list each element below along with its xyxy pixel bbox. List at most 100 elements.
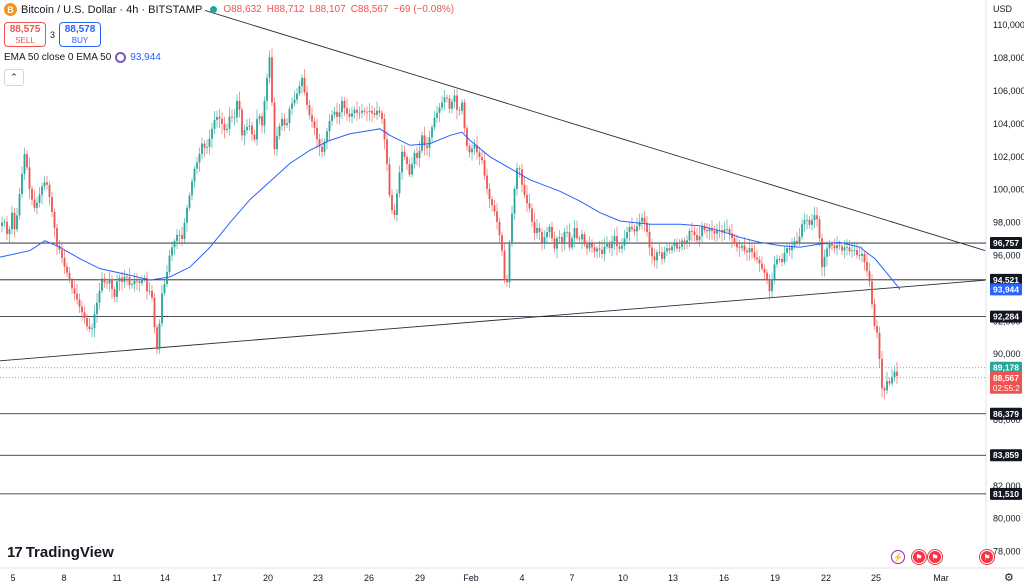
x-tick-label: 11 <box>112 573 121 583</box>
candle-body <box>258 116 261 119</box>
price-label: 94,521 <box>993 275 1019 285</box>
candle-body <box>621 245 623 249</box>
candle-body <box>558 237 561 239</box>
candle-body <box>251 125 253 135</box>
candle-body <box>531 208 533 222</box>
candle-body <box>773 264 776 280</box>
sell-button[interactable]: 88,575 SELL <box>4 22 46 47</box>
candle-body <box>626 232 628 239</box>
candle-body <box>823 256 826 268</box>
candle-body <box>291 103 293 109</box>
buy-button[interactable]: 88,578 BUY <box>59 22 102 47</box>
candle-body <box>698 236 701 241</box>
price-label-box <box>990 273 1022 286</box>
candle-body <box>488 188 491 200</box>
event-flash-icon[interactable]: ⚡ <box>891 550 905 564</box>
candle-body <box>796 241 798 244</box>
candle-body <box>778 258 781 260</box>
candle-body <box>336 111 338 117</box>
candle-body <box>33 199 36 208</box>
candle-body <box>101 278 103 291</box>
countdown-label: 02:55:2 <box>993 384 1020 393</box>
event-us-flag-icon[interactable]: ⚑ <box>980 550 994 564</box>
candle-body <box>398 172 401 194</box>
candle-body <box>763 268 766 273</box>
candle-body <box>753 252 756 258</box>
candle-body <box>61 249 63 258</box>
candle-body <box>443 97 446 103</box>
price-label-box <box>990 237 1022 250</box>
candle-body <box>593 247 596 252</box>
candle-body <box>546 232 548 238</box>
ohlc-change: −69 (−0.08%) <box>393 4 455 15</box>
candle-body <box>568 232 571 248</box>
candle-body <box>186 207 188 223</box>
candle-body <box>88 326 91 329</box>
candle-body <box>436 112 438 118</box>
candle-body <box>446 97 448 99</box>
candle-body <box>276 135 278 150</box>
candle-body <box>468 146 471 153</box>
candle-body <box>158 323 161 350</box>
candle-body <box>376 110 378 115</box>
candle-body <box>1 222 3 226</box>
candle-body <box>28 167 31 189</box>
candle-body <box>63 257 66 267</box>
candle-body <box>828 243 831 249</box>
price-label: 96,757 <box>993 238 1019 248</box>
candle-body <box>293 99 296 104</box>
candle-body <box>491 199 493 206</box>
gear-icon[interactable]: ⚙ <box>1004 572 1014 584</box>
candle-body <box>68 272 71 281</box>
candle-body <box>441 102 443 108</box>
collapse-legend-button[interactable]: ⌃ <box>4 69 24 86</box>
candle-body <box>851 250 853 252</box>
x-tick-label: 16 <box>719 573 729 583</box>
candle-body <box>628 226 631 233</box>
candle-body <box>116 281 118 297</box>
candle-body <box>638 221 641 227</box>
candle-body <box>103 278 106 283</box>
candle-body <box>686 240 688 243</box>
candle-body <box>393 210 396 215</box>
symbol-title[interactable]: Bitcoin / U.S. Dollar · 4h · BITSTAMP <box>21 3 203 16</box>
candle-body <box>448 98 451 109</box>
candle-body <box>426 145 428 148</box>
candle-body <box>693 231 696 236</box>
candle-body <box>163 284 166 294</box>
candle-body <box>328 121 331 132</box>
candle-body <box>146 277 148 292</box>
candle-body <box>538 227 541 233</box>
candle-body <box>86 318 88 327</box>
candle-body <box>771 279 773 292</box>
candle-body <box>591 243 593 248</box>
candle-body <box>456 95 458 110</box>
candle-body <box>496 211 498 222</box>
candle-body <box>273 102 276 150</box>
candle-body <box>678 246 681 249</box>
candle-body <box>91 327 93 329</box>
loading-icon <box>115 52 127 63</box>
candle-body <box>458 109 461 111</box>
candle-body <box>661 252 663 259</box>
candle-body <box>683 240 686 243</box>
candle-body <box>243 130 246 136</box>
candle-body <box>563 232 566 243</box>
candle-body <box>848 247 851 252</box>
candle-body <box>701 225 703 237</box>
tradingview-logo[interactable]: 17 TradingView <box>7 544 114 561</box>
candle-body <box>438 107 441 113</box>
indicator-legend[interactable]: EMA 50 close 0 EMA 50 93,944 <box>4 52 161 63</box>
candle-body <box>471 148 473 153</box>
y-tick-label: 102,000 <box>993 152 1024 162</box>
candle-body <box>586 244 588 249</box>
event-us-flag-icon[interactable]: ⚑ <box>912 550 926 564</box>
event-us-flag-icon[interactable]: ⚑ <box>928 550 942 564</box>
candle-body <box>36 202 38 208</box>
candle-body <box>406 157 408 165</box>
candle-body <box>656 252 658 261</box>
candle-body <box>296 93 298 100</box>
price-label-box <box>990 310 1022 323</box>
price-label: 83,859 <box>993 450 1019 460</box>
